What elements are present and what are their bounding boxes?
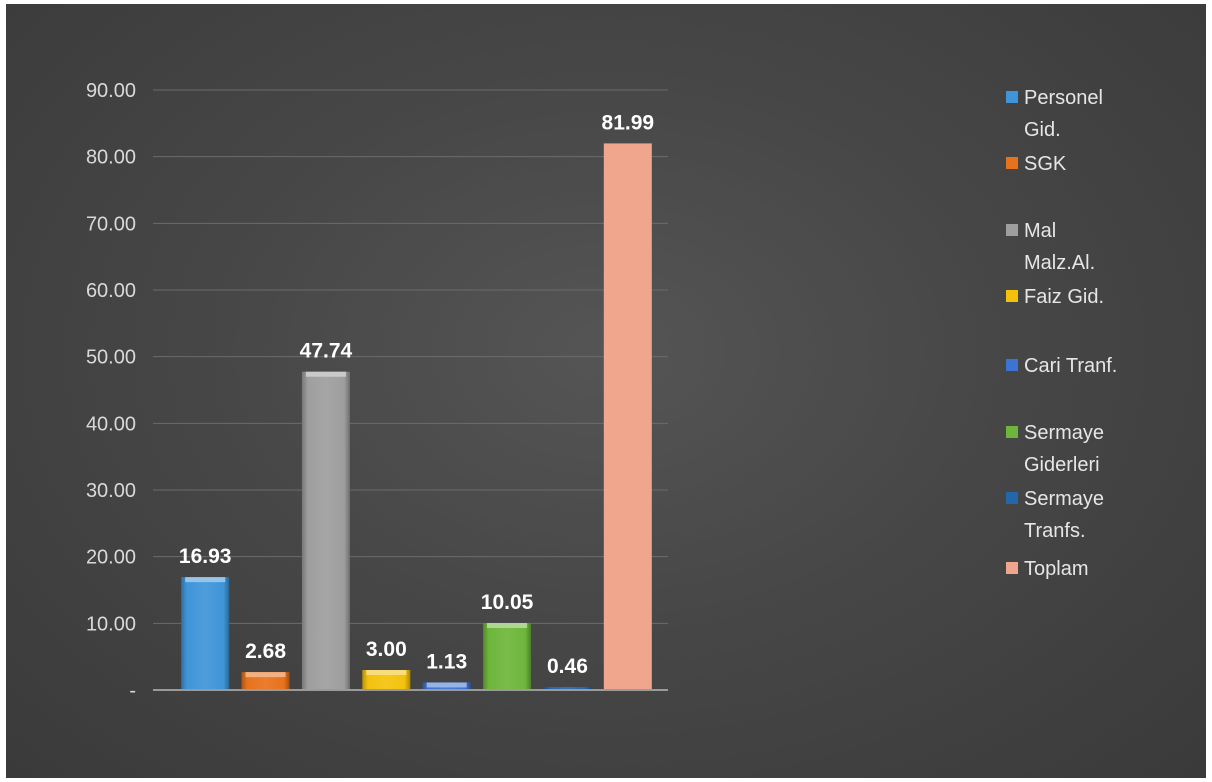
bar-bevel bbox=[185, 577, 226, 583]
bar-bevel bbox=[426, 682, 467, 688]
legend-swatch bbox=[1006, 426, 1018, 438]
y-tick-label: 20.00 bbox=[86, 547, 136, 569]
legend-item: Faiz Gid. bbox=[1006, 286, 1104, 308]
data-label: 81.99 bbox=[602, 111, 655, 134]
bar-bevel bbox=[487, 623, 528, 628]
legend-swatch bbox=[1006, 91, 1018, 103]
data-label: 3.00 bbox=[366, 638, 407, 661]
y-tick-label: 70.00 bbox=[86, 213, 136, 235]
legend-item: Personel Gid. bbox=[1006, 87, 1103, 141]
legend-label: Malz.Al. bbox=[1024, 252, 1095, 274]
legend-item: Cari Tranf. bbox=[1006, 355, 1117, 377]
bars bbox=[181, 143, 652, 690]
legend-label: Sermaye bbox=[1024, 422, 1104, 444]
y-tick-label: - bbox=[129, 680, 136, 702]
legend-label: Toplam bbox=[1024, 558, 1088, 580]
data-label: 2.68 bbox=[245, 640, 286, 663]
legend-item: Mal Malz.Al. bbox=[1006, 220, 1095, 274]
bar bbox=[301, 371, 350, 690]
bar-sgk bbox=[241, 672, 290, 690]
bar-bevel bbox=[245, 672, 286, 678]
bar bbox=[603, 143, 652, 690]
bar-personel-gid- bbox=[181, 577, 230, 690]
bar-faiz-gid- bbox=[362, 670, 411, 690]
data-label: 0.46 bbox=[547, 655, 588, 678]
y-tick-label: 80.00 bbox=[86, 147, 136, 169]
data-label: 1.13 bbox=[426, 650, 467, 673]
legend-label: Giderleri bbox=[1024, 454, 1100, 476]
legend-item: Toplam bbox=[1006, 558, 1088, 580]
legend-label: Sermaye bbox=[1024, 488, 1104, 510]
legend-label: Tranfs. bbox=[1024, 520, 1086, 542]
bar-sermaye-giderleri bbox=[483, 623, 532, 690]
bar-sermaye-tranfs- bbox=[543, 686, 592, 690]
bar-cari-tranf- bbox=[422, 682, 471, 690]
legend-swatch bbox=[1006, 562, 1018, 574]
y-tick-label: 40.00 bbox=[86, 413, 136, 435]
legend-item: SGK bbox=[1006, 153, 1067, 175]
legend-label: Mal bbox=[1024, 220, 1056, 242]
bar-toplam bbox=[603, 143, 652, 690]
legend-item: Sermaye Giderleri bbox=[1006, 422, 1104, 476]
y-axis-ticks: - 10.00 20.00 30.00 40.00 50.00 60.00 70.00 80.0… bbox=[86, 80, 136, 702]
legend-swatch bbox=[1006, 492, 1018, 504]
y-tick-label: 50.00 bbox=[86, 347, 136, 369]
legend-label: SGK bbox=[1024, 153, 1067, 175]
legend-item: Sermaye Tranfs. bbox=[1006, 488, 1104, 542]
legend-swatch bbox=[1006, 157, 1018, 169]
legend-swatch bbox=[1006, 290, 1018, 302]
data-label: 47.74 bbox=[300, 340, 353, 363]
legend-label: Gid. bbox=[1024, 119, 1061, 141]
bar bbox=[181, 577, 230, 690]
y-tick-label: 30.00 bbox=[86, 480, 136, 502]
legend-swatch bbox=[1006, 224, 1018, 236]
gridlines bbox=[153, 89, 668, 624]
legend: Personel Gid. SGK Mal Malz.Al. Faiz Gid. Cari … bbox=[1006, 87, 1117, 580]
bar-bevel bbox=[305, 371, 346, 377]
legend-label: Cari Tranf. bbox=[1024, 355, 1117, 377]
bar bbox=[483, 623, 532, 690]
bar bbox=[543, 686, 592, 690]
y-tick-label: 90.00 bbox=[86, 80, 136, 102]
bar-bevel bbox=[366, 670, 407, 675]
legend-swatch bbox=[1006, 359, 1018, 371]
y-tick-label: 10.00 bbox=[86, 613, 136, 635]
legend-label: Faiz Gid. bbox=[1024, 286, 1104, 308]
data-label: 16.93 bbox=[179, 545, 232, 568]
y-tick-label: 60.00 bbox=[86, 280, 136, 302]
data-labels: 16.93 2.68 47.74 3.00 1.13 10.05 0.46 81.99 bbox=[179, 111, 654, 678]
legend-label: Personel bbox=[1024, 87, 1103, 109]
data-label: 10.05 bbox=[481, 591, 534, 614]
bar-mal-malz-al- bbox=[301, 371, 350, 690]
